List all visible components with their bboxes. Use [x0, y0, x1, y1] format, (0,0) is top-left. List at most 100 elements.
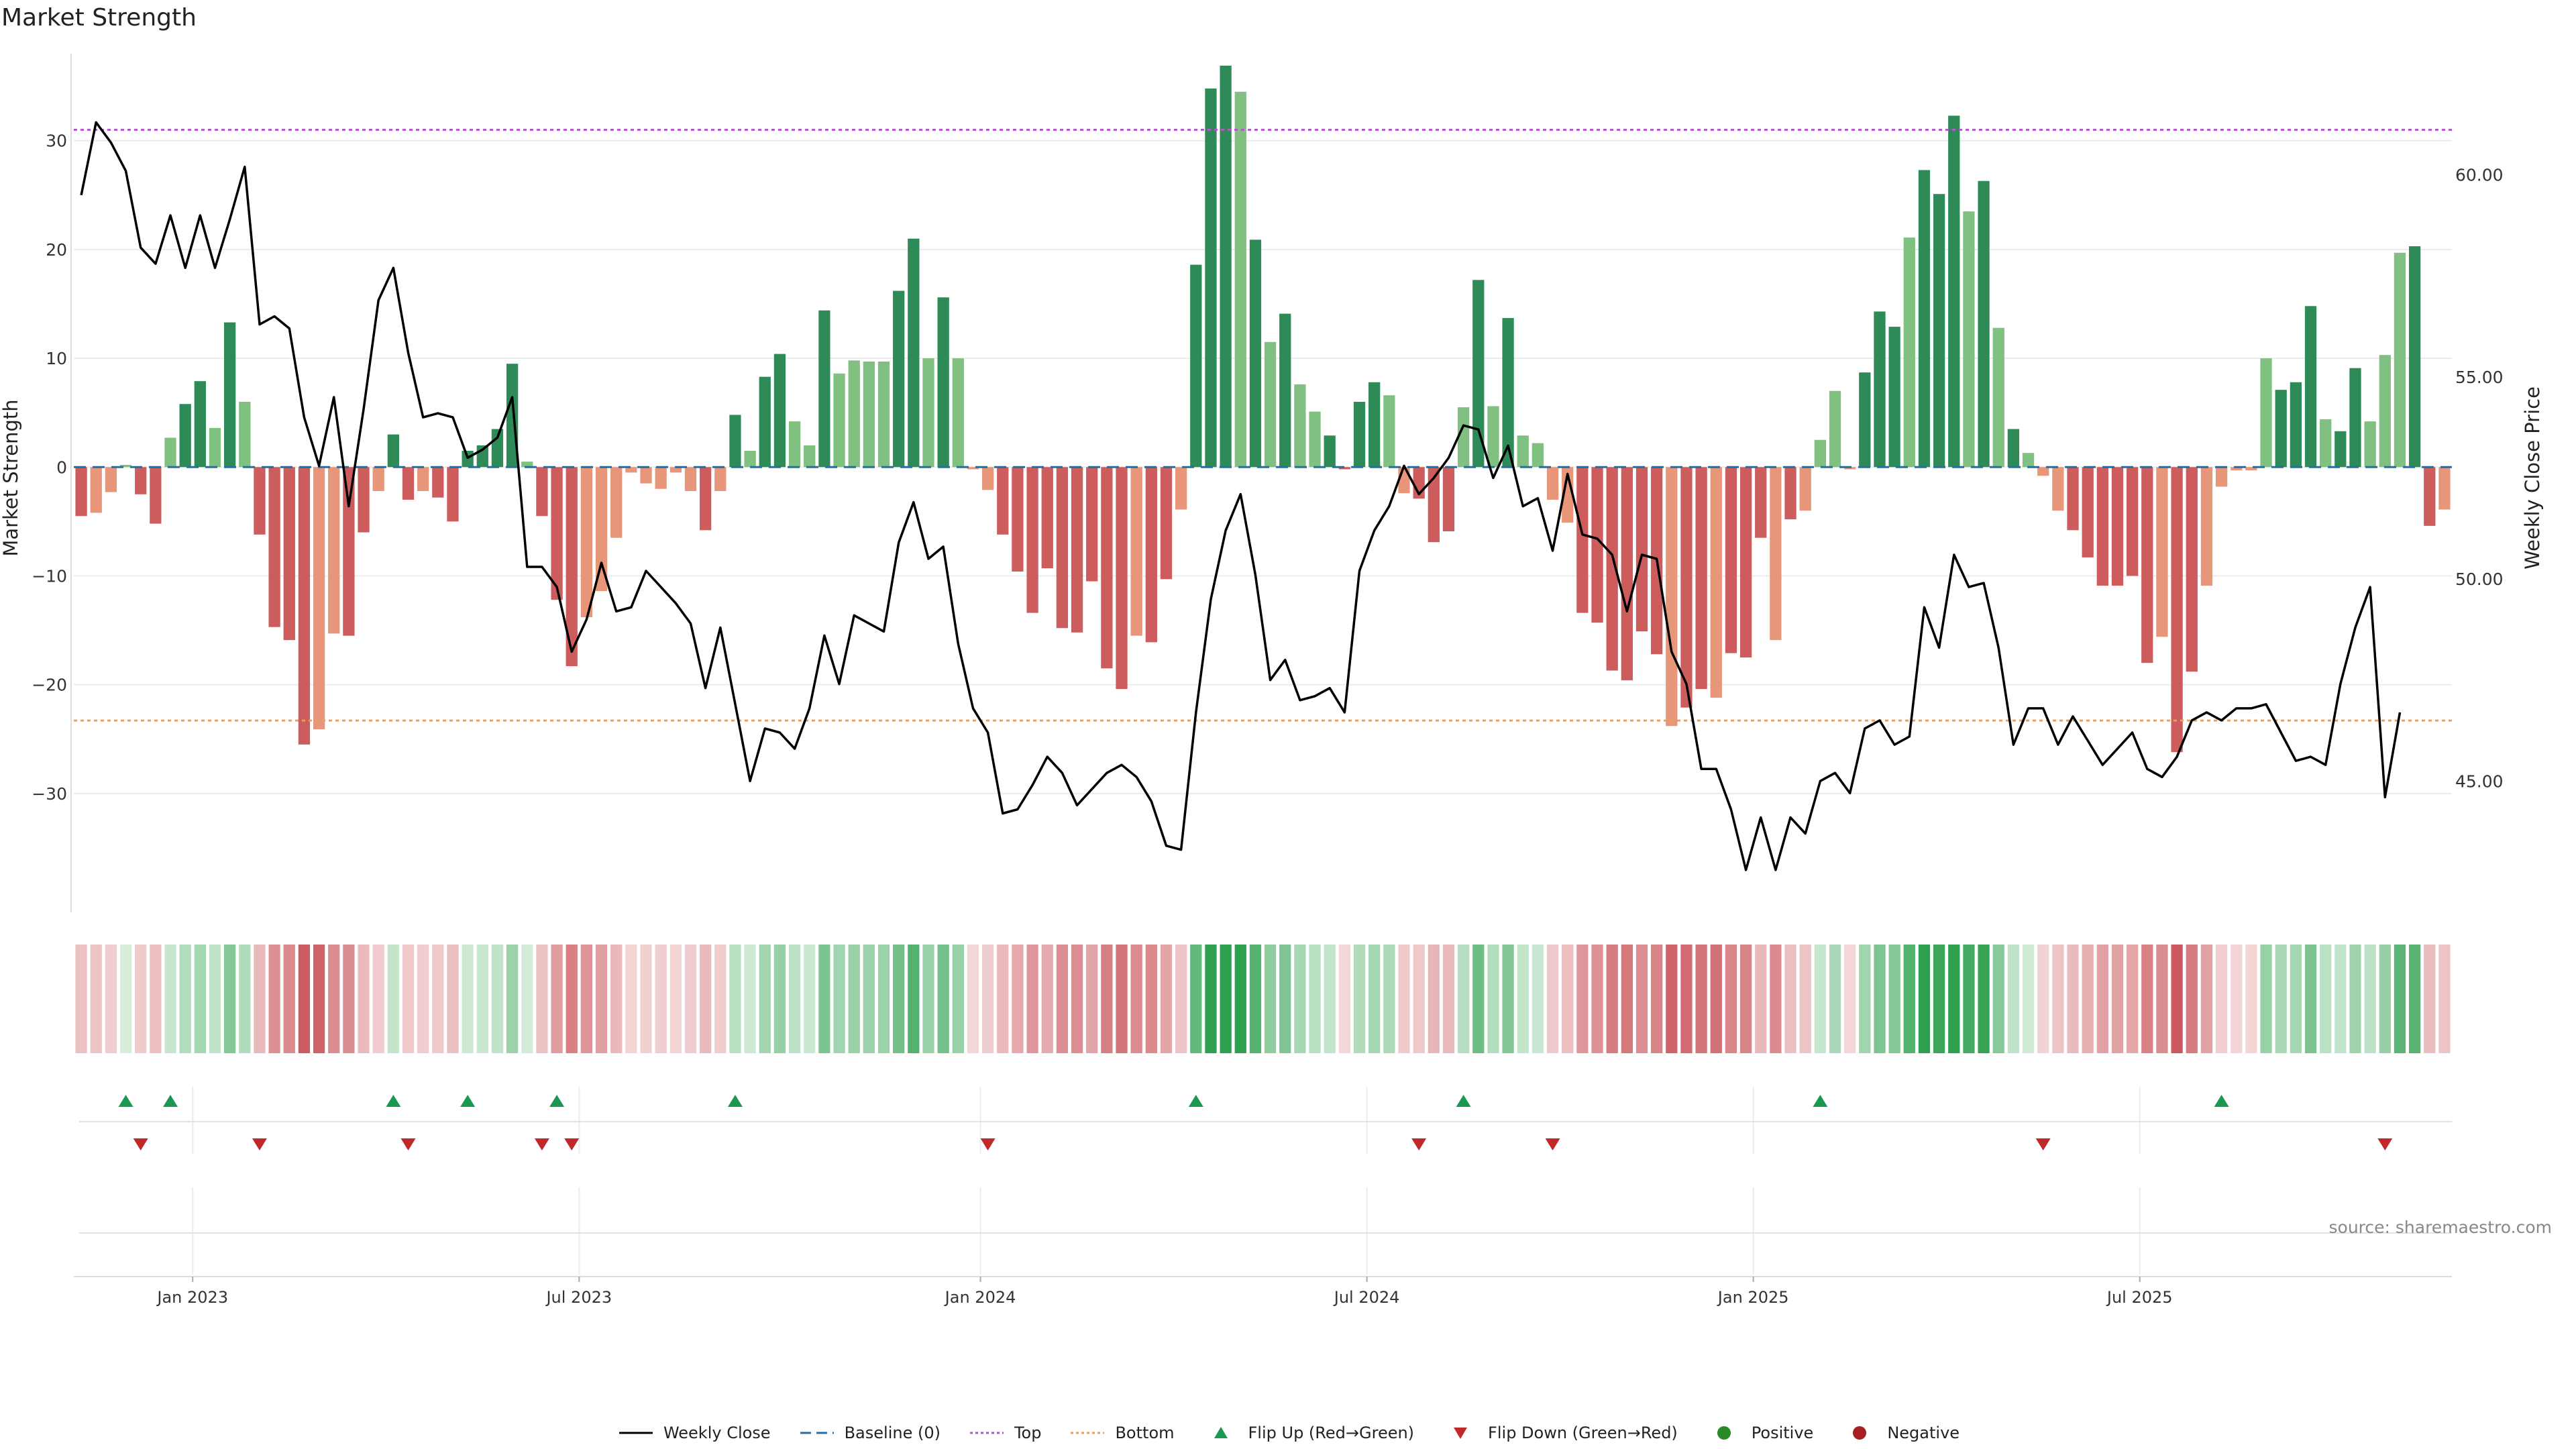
- strength-bar: [2126, 467, 2139, 576]
- heat-cell: [699, 945, 712, 1053]
- legend-item-flip-down[interactable]: Flip Down (Green→Red): [1441, 1424, 1678, 1442]
- heat-cell: [1160, 945, 1173, 1053]
- heat-cell: [462, 945, 474, 1053]
- weekly-close-legend-icon: [616, 1425, 655, 1441]
- strength-bar: [1799, 467, 1811, 511]
- y-tick-label: 0: [56, 458, 67, 477]
- heat-cell: [1635, 945, 1648, 1053]
- strength-bar: [1472, 280, 1485, 468]
- heat-cell: [1546, 945, 1559, 1053]
- strength-bar: [773, 354, 786, 468]
- strength-bar: [833, 373, 845, 468]
- strength-bar: [2186, 467, 2198, 672]
- heat-cell: [2007, 945, 2020, 1053]
- heat-cell: [2245, 945, 2257, 1053]
- flip-down-marker: [980, 1138, 996, 1150]
- heat-cell: [2200, 945, 2213, 1053]
- strength-bar: [669, 467, 682, 473]
- strength-bar: [1220, 65, 1232, 468]
- heat-cell: [1234, 945, 1246, 1053]
- flip-down-marker: [2377, 1138, 2393, 1150]
- gridlines: [74, 140, 2452, 1275]
- legend-item-negative[interactable]: Negative: [1840, 1424, 1960, 1442]
- heat-cell: [372, 945, 384, 1053]
- flip-down-marker: [133, 1138, 148, 1150]
- heat-cell: [1428, 945, 1440, 1053]
- strength-bar: [1309, 411, 1321, 468]
- legend-item-top[interactable]: Top: [967, 1424, 1041, 1442]
- heat-cell: [2022, 945, 2035, 1053]
- heat-cell: [2067, 945, 2079, 1053]
- strength-bar: [981, 467, 994, 490]
- heat-cell: [937, 945, 949, 1053]
- strength-bar: [699, 467, 712, 531]
- strength-bar: [2438, 467, 2451, 510]
- strength-bar: [2408, 246, 2421, 468]
- heat-cell: [1859, 945, 1871, 1053]
- strength-bar: [1130, 467, 1142, 636]
- y-tick-label: −30: [32, 784, 67, 804]
- heat-cell: [684, 945, 697, 1053]
- heat-cell: [2394, 945, 2406, 1053]
- strength-bar: [119, 465, 132, 468]
- strength-bar: [1606, 467, 1618, 671]
- strength-bar: [1487, 406, 1499, 468]
- legend-label: Flip Down (Green→Red): [1488, 1424, 1678, 1442]
- heat-cell: [744, 945, 756, 1053]
- strength-bar: [417, 467, 429, 491]
- strength-bar: [2156, 467, 2168, 637]
- strength-bar: [2111, 467, 2124, 586]
- strength-bar: [566, 467, 578, 667]
- heat-cell: [759, 945, 771, 1053]
- strength-bar: [595, 467, 608, 592]
- legend-label: Negative: [1887, 1424, 1960, 1442]
- strength-bar: [2290, 382, 2302, 468]
- heat-cell: [2260, 945, 2272, 1053]
- strength-bar: [521, 462, 533, 468]
- strength-bar: [2424, 467, 2436, 526]
- strength-bar: [997, 467, 1009, 535]
- strength-bar: [75, 467, 87, 517]
- strength-bar: [2200, 467, 2213, 586]
- flip-up-marker: [1188, 1095, 1203, 1107]
- heat-cell: [714, 945, 727, 1053]
- heat-cell: [1562, 945, 1574, 1053]
- strength-bar: [952, 358, 964, 468]
- positive-legend-icon: [1705, 1425, 1743, 1441]
- flip-down-marker: [400, 1138, 416, 1150]
- heat-cell: [551, 945, 563, 1053]
- legend-item-baseline[interactable]: Baseline (0): [798, 1424, 941, 1442]
- heat-cell: [1041, 945, 1053, 1053]
- legend-item-bottom[interactable]: Bottom: [1068, 1424, 1175, 1442]
- heat-cell: [2096, 945, 2108, 1053]
- heat-cell: [1398, 945, 1410, 1053]
- legend-item-weekly-close[interactable]: Weekly Close: [616, 1424, 771, 1442]
- heat-cell: [2141, 945, 2153, 1053]
- heat-cell: [1963, 945, 1975, 1053]
- strength-bar: [1190, 264, 1202, 468]
- strength-bar: [640, 467, 652, 484]
- heat-cell: [1829, 945, 1841, 1053]
- strength-bar: [1175, 467, 1187, 510]
- strength-bar: [848, 360, 860, 468]
- heat-cell: [788, 945, 801, 1053]
- heat-cell: [313, 945, 325, 1053]
- strength-bar: [1948, 115, 1960, 468]
- strength-bar: [2379, 355, 2391, 468]
- heat-cell: [967, 945, 979, 1053]
- strength-bar: [1576, 467, 1589, 613]
- strength-bar: [1071, 467, 1083, 633]
- strength-bar: [343, 467, 355, 636]
- strength-bar: [714, 467, 727, 491]
- strength-bar: [1635, 467, 1648, 632]
- flip-up-marker: [118, 1095, 133, 1107]
- heat-cell: [268, 945, 280, 1053]
- heat-cell: [1472, 945, 1485, 1053]
- strength-bar: [2022, 453, 2035, 468]
- legend-item-flip-up[interactable]: Flip Up (Red→Green): [1201, 1424, 1414, 1442]
- strength-bar: [2349, 368, 2361, 468]
- heat-cell: [2126, 945, 2139, 1053]
- strength-bar: [1041, 467, 1053, 569]
- legend-item-positive[interactable]: Positive: [1705, 1424, 1813, 1442]
- strength-bar: [358, 467, 370, 533]
